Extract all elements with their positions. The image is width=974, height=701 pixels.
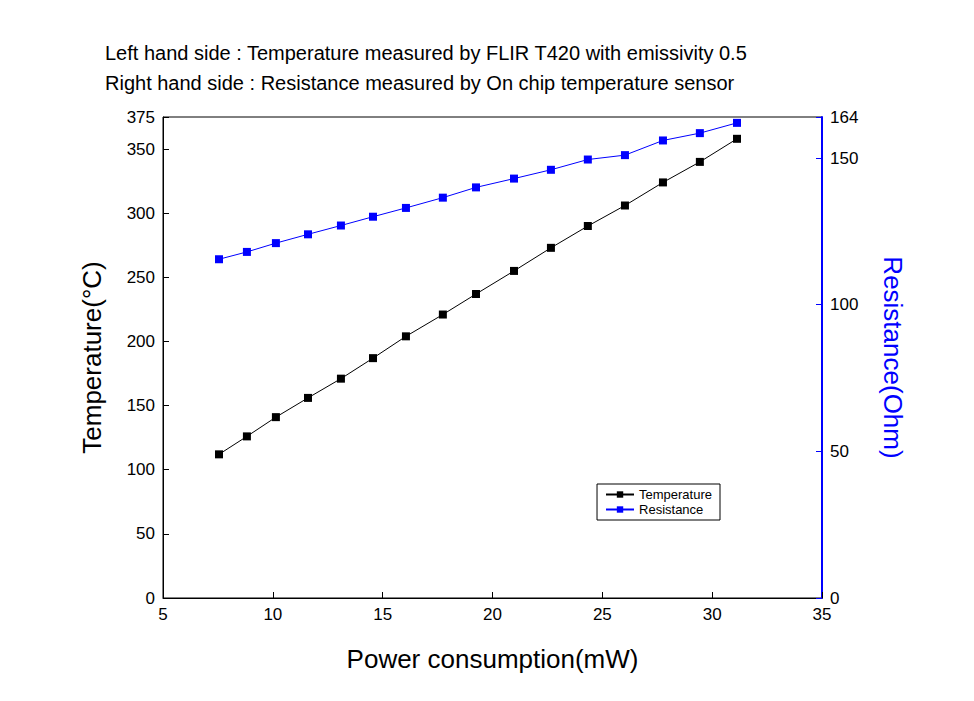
- svg-text:350: 350: [127, 140, 155, 159]
- svg-text:150: 150: [830, 149, 858, 168]
- svg-text:20: 20: [483, 605, 502, 624]
- svg-text:100: 100: [127, 460, 155, 479]
- svg-text:0: 0: [830, 588, 840, 608]
- svg-text:Right hand side : Resistance m: Right hand side : Resistance measured by…: [105, 72, 735, 94]
- svg-text:Temperature(°C): Temperature(°C): [77, 261, 107, 453]
- svg-text:5: 5: [158, 605, 167, 624]
- svg-text:15: 15: [373, 605, 392, 624]
- svg-text:0: 0: [146, 589, 155, 608]
- svg-text:375: 375: [127, 108, 155, 127]
- svg-text:35: 35: [813, 605, 832, 624]
- svg-text:Resistance: Resistance: [639, 502, 703, 517]
- svg-text:50: 50: [830, 442, 849, 461]
- svg-text:150: 150: [127, 396, 155, 415]
- svg-text:200: 200: [127, 332, 155, 351]
- svg-text:164: 164: [830, 108, 858, 127]
- svg-text:10: 10: [263, 605, 282, 624]
- svg-text:30: 30: [703, 605, 722, 624]
- svg-text:25: 25: [593, 605, 612, 624]
- svg-text:50: 50: [136, 524, 155, 543]
- svg-text:250: 250: [127, 268, 155, 287]
- svg-text:Power consumption(mW): Power consumption(mW): [347, 644, 639, 674]
- svg-text:Left hand side : Temperature m: Left hand side : Temperature measured by…: [105, 42, 747, 64]
- svg-text:300: 300: [127, 204, 155, 223]
- svg-text:Temperature: Temperature: [639, 487, 712, 502]
- svg-text:Resistance(Ohm): Resistance(Ohm): [878, 256, 908, 458]
- svg-text:100: 100: [830, 295, 858, 314]
